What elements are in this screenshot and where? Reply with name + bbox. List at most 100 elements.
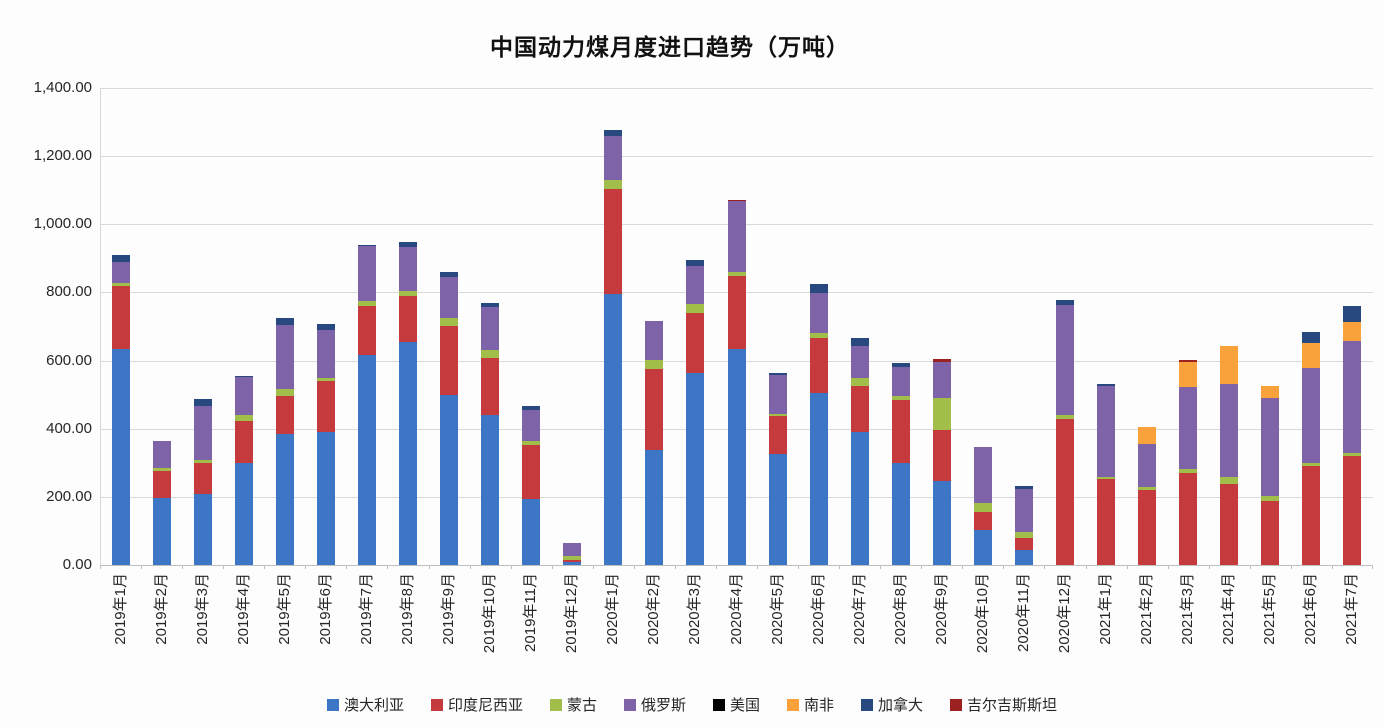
bar-segment-俄罗斯-2019年2月 [152,440,171,468]
x-tick-mark [100,565,101,569]
y-tick-label: 200.00 [46,487,92,505]
bar-segment-蒙古-2020年2月 [645,360,664,370]
x-tick-label-2021年4月: 2021年4月 [1220,573,1238,645]
bar-segment-澳大利亚-2020年8月 [891,462,910,565]
bar-segment-俄罗斯-2021年7月 [1343,340,1362,454]
y-tick-label: 1,000.00 [33,215,92,233]
bar-segment-印度尼西亚-2020年2月 [645,369,664,450]
x-tick-label-2020年7月: 2020年7月 [850,573,868,645]
bar-segment-俄罗斯-2020年2月 [645,321,664,361]
bar-segment-加拿大-2021年6月 [1302,332,1321,343]
bar-segment-俄罗斯-2019年8月 [398,247,417,292]
x-tick-mark [592,565,594,569]
x-tick-mark [1085,565,1087,569]
x-tick-mark [633,565,635,569]
bar-segment-加拿大-2019年6月 [316,323,335,330]
bar-segment-俄罗斯-2019年5月 [275,325,294,389]
gridline-0 [100,565,1373,566]
legend-item-南非: 南非 [787,694,834,715]
bar-segment-澳大利亚-2019年5月 [275,434,294,565]
x-tick-mark [223,565,225,569]
bar-segment-蒙古-2020年3月 [686,304,705,313]
x-tick-mark [1249,565,1251,569]
bar-segment-南非-2021年7月 [1343,322,1362,341]
legend-item-加拿大: 加拿大 [861,694,923,715]
y-tick-label: 1,200.00 [33,147,92,165]
bar-segment-加拿大-2019年11月 [522,405,541,410]
bar-segment-蒙古-2019年2月 [152,467,171,472]
bar-segment-南非-2021年6月 [1302,342,1321,369]
y-axis-line [100,88,101,565]
x-tick-label-2020年9月: 2020年9月 [932,573,950,645]
x-tick-label-2020年8月: 2020年8月 [891,573,909,645]
bar-segment-蒙古-2021年3月 [1179,468,1198,474]
bar-segment-印度尼西亚-2019年3月 [193,462,212,495]
bar-segment-加拿大-2019年5月 [275,318,294,326]
legend-swatch-icon [861,698,874,711]
bar-segment-加拿大-2020年8月 [891,363,910,367]
bar-segment-澳大利亚-2019年9月 [440,394,459,565]
legend-label: 加拿大 [878,697,924,714]
bar-segment-印度尼西亚-2021年4月 [1220,483,1239,565]
x-tick-label-2020年11月: 2020年11月 [1014,573,1032,652]
x-tick-label-2019年10月: 2019年10月 [481,573,499,654]
bar-segment-蒙古-2020年6月 [809,332,828,339]
x-tick-label-2020年12月: 2020年12月 [1056,573,1074,654]
x-tick-mark [1208,565,1210,569]
bar-segment-俄罗斯-2019年3月 [193,405,212,461]
x-tick-mark [510,565,512,569]
bar-segment-俄罗斯-2020年3月 [686,265,705,305]
bar-segment-澳大利亚-2019年1月 [111,348,130,565]
legend-swatch-icon [623,698,636,711]
bar-segment-蒙古-2020年9月 [932,398,951,431]
bar-segment-印度尼西亚-2020年4月 [727,276,746,350]
bar-segment-俄罗斯-2020年11月 [1014,489,1033,532]
x-tick-mark [141,565,143,569]
bar-segment-印度尼西亚-2019年8月 [398,296,417,342]
bar-segment-加拿大-2019年10月 [481,302,500,308]
bar-segment-澳大利亚-2020年2月 [645,449,664,565]
chart-legend: 澳大利亚 印度尼西亚 蒙古 俄罗斯 美国 南非 加拿大 吉尔吉斯斯坦 [0,694,1384,715]
bar-segment-印度尼西亚-2021年1月 [1097,478,1116,565]
bar-segment-印度尼西亚-2020年7月 [850,386,869,433]
bar-segment-印度尼西亚-2021年3月 [1179,473,1198,565]
y-tick-label: 800.00 [46,283,92,301]
legend-label: 俄罗斯 [640,697,686,714]
legend-label: 美国 [730,697,761,714]
x-tick-mark [346,565,348,569]
bar-segment-蒙古-2019年10月 [481,349,500,358]
bar-segment-南非-2021年3月 [1179,362,1198,388]
bar-segment-加拿大-2020年12月 [1056,299,1075,306]
bar-segment-澳大利亚-2020年3月 [686,372,705,565]
bar-segment-蒙古-2020年11月 [1014,531,1033,539]
bar-segment-俄罗斯-2021年1月 [1097,386,1116,478]
bar-segment-印度尼西亚-2019年5月 [275,395,294,435]
x-tick-mark [921,565,923,569]
bar-segment-印度尼西亚-2019年11月 [522,445,541,499]
bar-segment-澳大利亚-2019年3月 [193,494,212,565]
bar-segment-蒙古-2019年1月 [111,282,130,286]
x-tick-mark [305,565,307,569]
bar-segment-印度尼西亚-2020年6月 [809,338,828,393]
bar-segment-澳大利亚-2020年6月 [809,392,828,565]
x-tick-mark [1003,565,1005,569]
x-tick-label-2020年6月: 2020年6月 [809,573,827,645]
bar-segment-澳大利亚-2019年2月 [152,497,171,565]
bar-segment-俄罗斯-2019年12月 [563,543,582,556]
bar-segment-俄罗斯-2019年11月 [522,409,541,442]
bar-segment-加拿大-2020年1月 [604,130,623,137]
bar-segment-俄罗斯-2019年4月 [234,377,253,415]
bar-segment-加拿大-2020年7月 [850,337,869,347]
bar-segment-俄罗斯-2019年7月 [357,246,376,301]
bar-segment-俄罗斯-2019年9月 [440,277,459,319]
bar-segment-蒙古-2020年1月 [604,180,623,189]
x-tick-label-2019年12月: 2019年12月 [563,573,581,654]
bar-segment-蒙古-2019年3月 [193,460,212,463]
x-tick-label-2019年3月: 2019年3月 [193,573,211,645]
legend-swatch-icon [787,698,800,711]
bar-segment-俄罗斯-2020年10月 [973,446,992,503]
bar-segment-蒙古-2021年4月 [1220,477,1239,484]
legend-item-俄罗斯: 俄罗斯 [623,694,686,715]
x-tick-mark [880,565,882,569]
